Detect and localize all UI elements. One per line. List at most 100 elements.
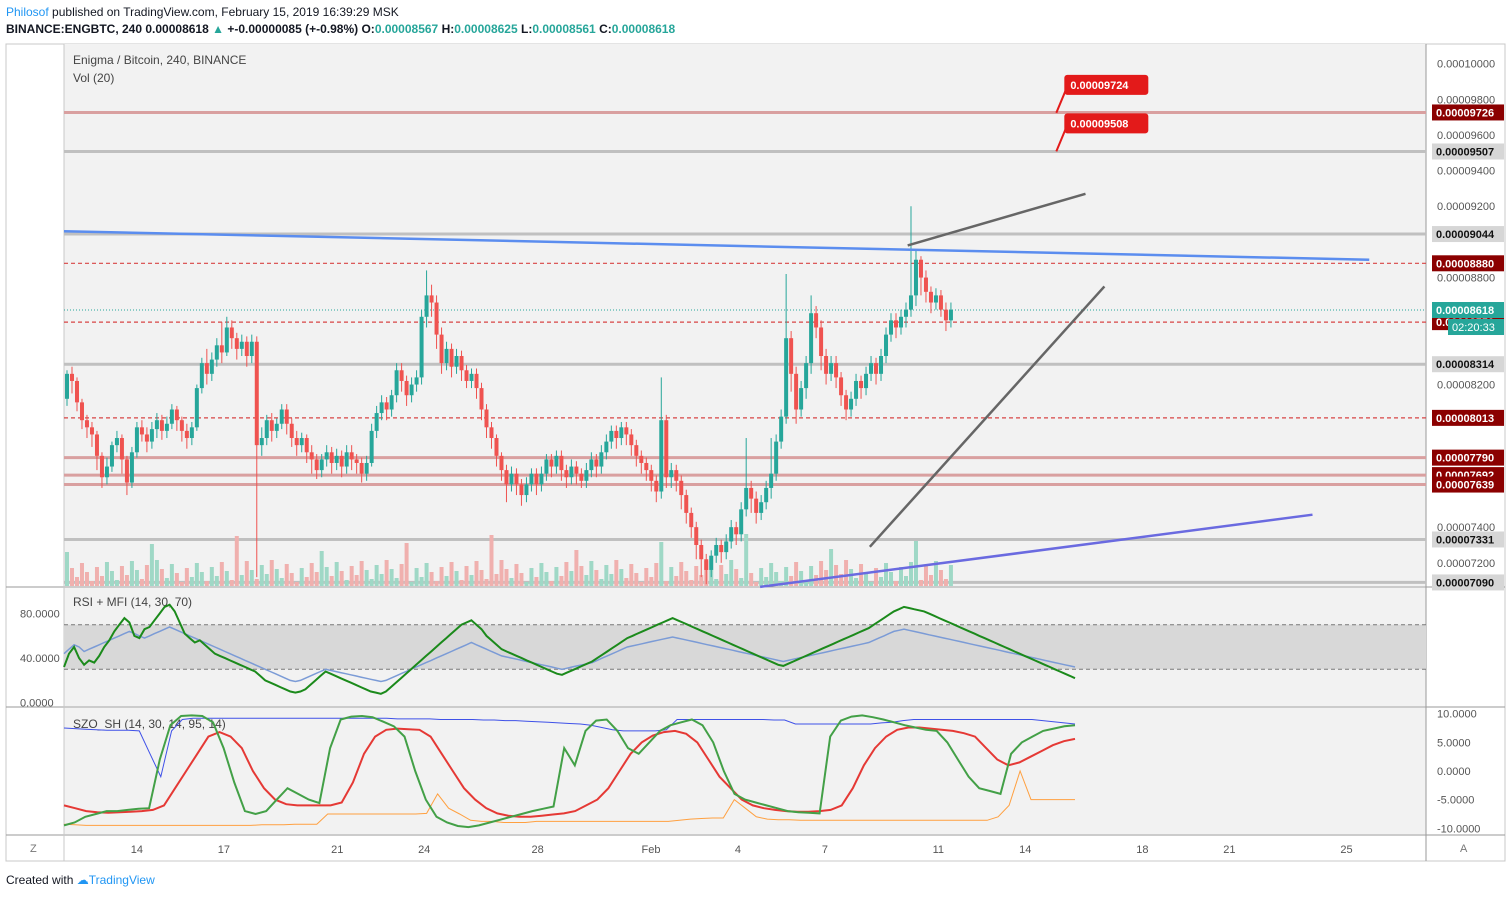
candle-body <box>908 295 913 310</box>
trend-line <box>63 229 1370 261</box>
volume-bar <box>869 582 874 586</box>
volume-bar <box>244 561 249 586</box>
volume-bar <box>114 580 119 586</box>
candle-body <box>424 295 429 317</box>
candle-body <box>219 345 224 353</box>
x-tick-label: 25 <box>1340 844 1352 856</box>
rsi-tick-label: 40.0000 <box>20 653 60 665</box>
candle-body <box>769 473 774 488</box>
volume-bar <box>139 579 144 586</box>
volume-bar <box>484 579 489 586</box>
candle-body <box>324 452 329 460</box>
candle-body <box>574 466 579 474</box>
volume-bar <box>379 574 384 586</box>
candle-body <box>719 544 724 553</box>
candle-body <box>729 527 734 542</box>
volume-bar <box>933 561 938 586</box>
volume-bar <box>374 565 379 586</box>
volume-bar <box>254 579 259 586</box>
candle-body <box>869 363 874 374</box>
candle-body <box>294 438 299 446</box>
open-value: 0.00008567 <box>374 22 439 36</box>
candle-body <box>569 466 574 478</box>
volume-bar <box>839 574 844 586</box>
candle-body <box>649 470 654 481</box>
candle-body <box>494 438 499 456</box>
volume-bar <box>284 564 289 586</box>
candle-body <box>409 384 414 396</box>
volume-bar <box>419 577 424 586</box>
szo-level-line <box>63 769 1075 826</box>
candle-body <box>274 423 279 431</box>
volume-bar <box>234 536 239 586</box>
volume-bar <box>304 577 309 586</box>
rsi-tick-label: 0.0000 <box>20 698 54 710</box>
candle-body <box>229 327 234 339</box>
candle-body <box>69 373 74 381</box>
tradingview-brand[interactable]: TradingView <box>88 873 155 887</box>
candle-body <box>754 498 759 513</box>
volume-bar <box>524 582 529 586</box>
volume-bar <box>714 579 719 586</box>
candle-body <box>714 544 719 556</box>
candle-body <box>933 295 938 303</box>
candle-body <box>699 544 704 560</box>
candle-body <box>484 409 489 428</box>
volume-bar <box>429 572 434 586</box>
volume-bar <box>449 562 454 586</box>
level-label-bg <box>1432 356 1504 373</box>
candle-body <box>284 409 289 424</box>
volume-bar <box>154 560 159 586</box>
volume-bar <box>229 580 234 586</box>
price-tick-label: 0.00009600 <box>1437 130 1495 142</box>
callout-box <box>1064 74 1149 95</box>
volume-bar <box>799 571 804 586</box>
volume-bar <box>439 567 444 586</box>
volume-bar <box>389 569 394 586</box>
volume-bar <box>499 560 504 586</box>
volume-bar <box>339 571 344 586</box>
price-tick-label: 0.00007400 <box>1437 522 1495 534</box>
published-text: published on TradingView.com, February 1… <box>52 5 399 19</box>
volume-bar <box>759 568 764 586</box>
tradingview-logo-icon[interactable]: ☁ <box>76 873 89 887</box>
candle-body <box>444 348 449 364</box>
level-label: 0.00009507 <box>1436 147 1494 159</box>
volume-bar <box>849 569 854 586</box>
volume-bar <box>214 576 219 586</box>
level-label-bg <box>1432 143 1504 160</box>
candle-body <box>389 395 394 410</box>
x-tick-label: 14 <box>1019 844 1031 856</box>
volume-bar <box>564 562 569 586</box>
candle-body <box>499 455 504 471</box>
volume-bar <box>884 563 889 586</box>
candle-body <box>99 455 104 478</box>
volume-bar <box>699 575 704 586</box>
last-price: 0.00008618 <box>145 22 209 36</box>
candle-body <box>89 427 94 435</box>
volume-bar <box>874 568 879 586</box>
volume-bar <box>264 574 269 586</box>
candle-body <box>269 420 274 431</box>
candle-body <box>779 416 784 442</box>
high-value: 0.00008625 <box>454 22 518 36</box>
candle-body <box>544 459 549 474</box>
author-link[interactable]: Philosof <box>6 5 49 19</box>
volume-bar <box>249 570 254 586</box>
candle-body <box>898 316 903 328</box>
candle-body <box>329 452 334 463</box>
volume-bar <box>504 569 509 586</box>
candle-body <box>124 459 129 483</box>
price-tick-label: 0.00010000 <box>1437 59 1495 71</box>
candle-body <box>299 438 304 446</box>
volume-bar <box>199 572 204 586</box>
volume-bar <box>269 560 274 586</box>
volume-bar <box>539 563 544 586</box>
price-tick-label: 0.00009400 <box>1437 166 1495 178</box>
volume-bar <box>459 580 464 586</box>
szo-pane <box>64 708 1426 834</box>
volume-bar <box>689 580 694 586</box>
candle-body <box>144 434 149 442</box>
volume-bar <box>928 575 933 586</box>
